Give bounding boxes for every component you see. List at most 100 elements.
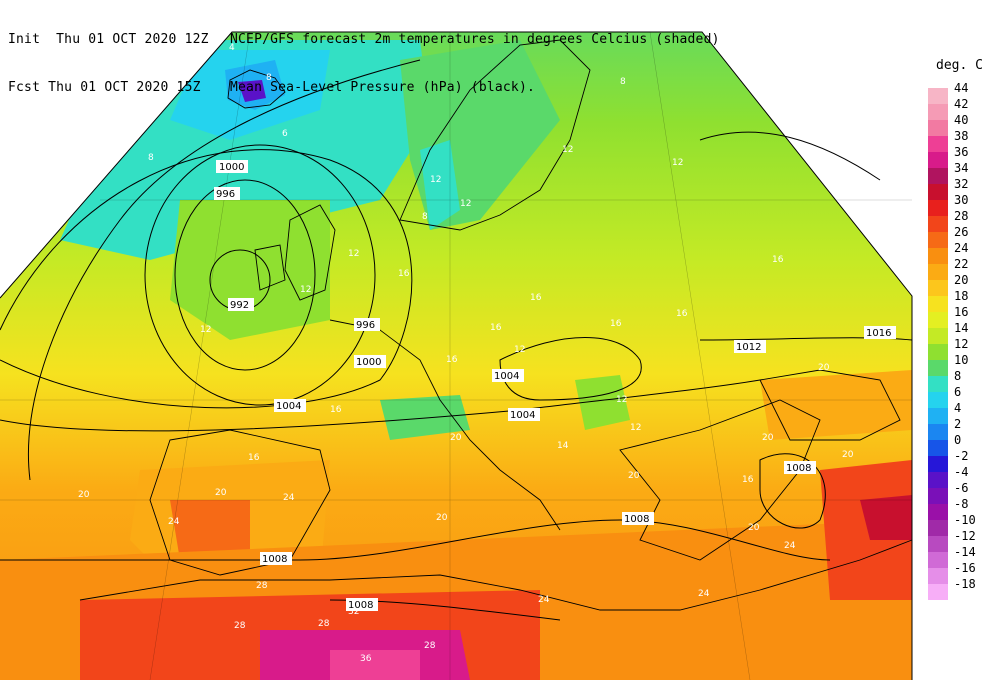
temp-label: 28 xyxy=(256,581,268,591)
isobar-label: 996 xyxy=(356,320,375,331)
legend-swatch xyxy=(928,456,948,472)
temp-label: 20 xyxy=(450,433,462,443)
isobar-label: 1008 xyxy=(348,600,373,611)
isobar-label: 1008 xyxy=(262,554,287,565)
legend-label: -8 xyxy=(954,497,969,511)
legend-swatch xyxy=(928,488,948,504)
temp-label: 8 xyxy=(422,212,428,222)
isobar-label: 996 xyxy=(216,189,235,200)
temp-label: 16 xyxy=(398,269,410,279)
legend-label: -14 xyxy=(954,545,976,559)
legend-label: 26 xyxy=(954,225,969,239)
legend-label: -2 xyxy=(954,449,969,463)
legend-label: 44 xyxy=(954,81,969,95)
legend-label: 24 xyxy=(954,241,969,255)
legend-label: 30 xyxy=(954,193,969,207)
temp-label: 20 xyxy=(215,488,227,498)
legend-label: 34 xyxy=(954,161,969,175)
temp-label: 12 xyxy=(616,395,627,405)
temp-label: 8 xyxy=(266,73,272,83)
iceland-coldest xyxy=(238,80,266,102)
legend-swatch xyxy=(928,520,948,536)
legend-swatch xyxy=(928,504,948,520)
turkey-hottest xyxy=(860,495,912,540)
temp-label: 16 xyxy=(530,293,542,303)
temp-label: 24 xyxy=(784,541,796,551)
isobar-label: 992 xyxy=(230,300,249,311)
temp-label: 16 xyxy=(446,355,458,365)
legend-swatch xyxy=(928,168,948,184)
isobars xyxy=(0,59,913,621)
isobar-label: 1012 xyxy=(736,342,761,353)
black-sea-warm xyxy=(760,370,912,440)
temp-label: 12 xyxy=(672,158,683,168)
temp-label: 20 xyxy=(842,450,854,460)
iberia-warm xyxy=(170,500,250,560)
temperature-labels: 12 12 12 12 12 12 12 12 12 12 16 16 16 1… xyxy=(78,43,854,664)
legend-label: 6 xyxy=(954,385,962,399)
legend-label: -10 xyxy=(954,513,976,527)
legend-swatch xyxy=(928,88,948,104)
temp-label: 12 xyxy=(430,175,441,185)
legend-swatch xyxy=(928,424,948,440)
temp-label: 24 xyxy=(283,493,295,503)
legend-swatch xyxy=(928,312,948,328)
legend-swatch xyxy=(928,216,948,232)
legend-label: 22 xyxy=(954,257,969,271)
isobar-label: 1008 xyxy=(786,463,811,474)
legend-swatch xyxy=(928,536,948,552)
isobar-label: 1016 xyxy=(866,328,891,339)
isobar-label: 1004 xyxy=(494,371,519,382)
temp-label: 12 xyxy=(348,249,359,259)
isobar-label: 1000 xyxy=(219,162,244,173)
pressure-description: Mean Sea-Level Pressure (hPa) (black). xyxy=(230,80,536,95)
legend-label: 20 xyxy=(954,273,969,287)
legend-label: 4 xyxy=(954,401,962,415)
legend-swatch xyxy=(928,264,948,280)
legend-label: 14 xyxy=(954,321,969,335)
legend-label: 40 xyxy=(954,113,969,127)
temp-label: 20 xyxy=(748,523,760,533)
temp-label: 24 xyxy=(698,589,710,599)
legend-label: 38 xyxy=(954,129,969,143)
temp-label: 24 xyxy=(538,595,550,605)
legend-label: -16 xyxy=(954,561,976,575)
temp-label: 16 xyxy=(248,453,260,463)
temp-label: 16 xyxy=(490,323,502,333)
britain-zone xyxy=(170,200,330,340)
temp-label: 12 xyxy=(562,145,573,155)
legend-swatch xyxy=(928,184,948,200)
legend-label: 10 xyxy=(954,353,969,367)
init-forecast-times: Init Thu 01 OCT 2020 12Z Fcst Thu 01 OCT… xyxy=(8,0,209,112)
map-frame xyxy=(0,31,913,680)
legend-label: 36 xyxy=(954,145,969,159)
temp-label: 14 xyxy=(557,441,569,451)
temp-label: 12 xyxy=(514,345,525,355)
legend-label: 42 xyxy=(954,97,969,111)
legend-swatch xyxy=(928,328,948,344)
temp-label: 20 xyxy=(818,363,830,373)
temp-label: 24 xyxy=(168,517,180,527)
init-time: Init Thu 01 OCT 2020 12Z xyxy=(8,32,209,47)
legend-label: 12 xyxy=(954,337,969,351)
legend-swatch xyxy=(928,200,948,216)
legend-label: -18 xyxy=(954,577,976,591)
temp-label: 16 xyxy=(330,405,342,415)
legend-label: -12 xyxy=(954,529,976,543)
legend-swatch xyxy=(928,584,948,600)
temp-label: 8 xyxy=(620,77,626,87)
legend-swatch xyxy=(928,552,948,568)
legend-title: deg. C xyxy=(936,58,983,73)
temp-label: 12 xyxy=(460,199,471,209)
legend-swatch xyxy=(928,408,948,424)
norway-cold xyxy=(420,140,460,230)
legend-label: 28 xyxy=(954,209,969,223)
legend-label: 0 xyxy=(954,433,962,447)
sahara-hottest xyxy=(330,650,420,680)
temp-label: 16 xyxy=(676,309,688,319)
legend-swatch xyxy=(928,120,948,136)
legend-label: 8 xyxy=(954,369,962,383)
coastlines xyxy=(79,39,913,611)
legend-swatch xyxy=(928,440,948,456)
